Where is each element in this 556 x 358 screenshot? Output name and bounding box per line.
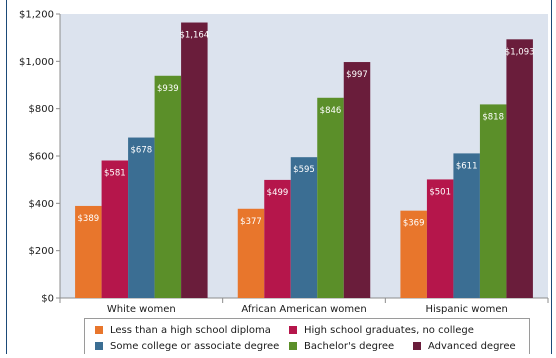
x-tick-label: African American women (241, 304, 366, 315)
y-axis: $0 $200 $400 $600 $800 $1,000 $1,200 (19, 10, 61, 305)
y-tick-label: $800 (29, 104, 54, 115)
bar (506, 39, 533, 298)
legend-label: Less than a high school diploma (110, 324, 271, 336)
bar (181, 22, 208, 299)
bar (453, 153, 480, 298)
y-tick-label: $200 (29, 246, 54, 257)
bar-value-label: $369 (403, 219, 425, 229)
bar (426, 179, 454, 298)
bar-value-label: $678 (131, 146, 153, 156)
legend-swatch-bachelors (289, 342, 297, 350)
bar (75, 205, 102, 298)
bar (264, 179, 291, 298)
legend-label: Some college or associate degree (110, 340, 280, 352)
bar-value-label: $499 (267, 188, 289, 198)
bars (75, 22, 533, 299)
bar (400, 210, 427, 298)
legend-label: High school graduates, no college (304, 324, 474, 336)
bar-labels: $389 $581 $678 $939 $1,164 $377 $499 $595 $846 $9… (78, 31, 535, 229)
bar-value-label: $1,164 (179, 31, 209, 41)
legend: Less than a high school diploma High sch… (84, 318, 530, 354)
legend-item-less-than-hs: Less than a high school diploma (95, 323, 271, 337)
y-tick-label: $1,000 (19, 57, 54, 68)
right-frame-line (551, 0, 552, 354)
bar (290, 157, 318, 298)
x-tick-label: Hispanic women (426, 304, 508, 315)
bar-value-label: $595 (293, 165, 315, 175)
y-tick-label: $400 (29, 199, 54, 210)
y-tick-label: $600 (29, 152, 54, 163)
bar-value-label: $846 (320, 106, 342, 116)
bar (343, 62, 371, 298)
bar (154, 75, 182, 299)
x-axis: White women African American women Hispani… (59, 297, 549, 315)
y-tick-label: $1,200 (19, 10, 54, 21)
bar-value-label: $1,093 (505, 47, 535, 57)
legend-item-advanced: Advanced degree (413, 339, 516, 353)
bar-value-label: $818 (482, 112, 504, 122)
legend-swatch-advanced (413, 342, 421, 350)
bar-value-label: $501 (429, 187, 451, 197)
x-tick-label: White women (107, 304, 176, 315)
legend-item-some-college: Some college or associate degree (95, 339, 279, 353)
bar (479, 104, 507, 298)
bar (237, 208, 265, 298)
legend-label: Advanced degree (428, 340, 516, 352)
bar (317, 97, 344, 298)
legend-label: Bachelor's degree (304, 340, 395, 352)
legend-swatch-hs-grad (289, 326, 297, 334)
y-tick-label: $0 (41, 294, 54, 305)
legend-item-bachelors: Bachelor's degree (289, 339, 394, 353)
bar-value-label: $939 (157, 84, 179, 94)
legend-item-hs-grad: High school graduates, no college (289, 323, 474, 337)
bar-value-label: $581 (104, 168, 126, 178)
bar-value-label: $389 (78, 214, 100, 224)
legend-swatch-some-college (95, 342, 103, 350)
bar-value-label: $611 (456, 161, 478, 171)
bar (128, 137, 155, 298)
bar-value-label: $377 (240, 217, 262, 227)
bar-value-label: $997 (346, 70, 368, 80)
legend-swatch-less-than-hs (95, 326, 103, 334)
left-frame-line (6, 0, 7, 354)
bar (101, 160, 129, 298)
